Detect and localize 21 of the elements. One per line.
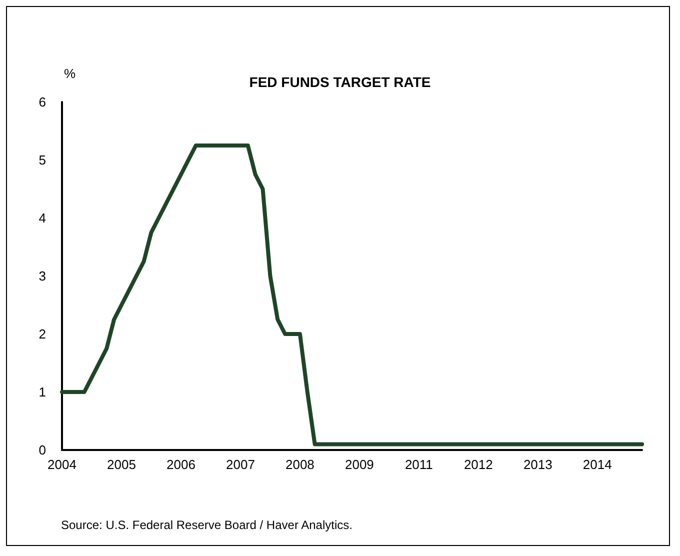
x-tick-label: 2007	[226, 457, 255, 472]
y-tick-label: 4	[38, 210, 46, 226]
x-tick-label: 2014	[582, 457, 612, 472]
x-tick-label: 2006	[166, 457, 196, 472]
x-tick-label: 2004	[48, 457, 76, 472]
y-tick-label: 1	[38, 384, 46, 400]
chart-title: FED FUNDS TARGET RATE	[249, 74, 431, 90]
y-tick-label: 3	[38, 268, 46, 284]
x-tick-label: 2005	[107, 457, 136, 472]
line-series	[60, 144, 644, 446]
x-tick-label: 2008	[285, 457, 314, 472]
y-tick-label: 0	[38, 442, 46, 458]
y-tick-label: 5	[38, 152, 46, 168]
x-tick-label: 2011	[404, 457, 433, 472]
y-axis-title: %	[64, 66, 76, 81]
y-tick-label: 2	[38, 326, 46, 342]
x-tick-label: 2009	[344, 457, 374, 472]
x-tick-label: 2012	[464, 457, 493, 472]
source-note: Source: U.S. Federal Reserve Board / Haver Analytics.	[61, 518, 352, 532]
x-tick-label: 2013	[523, 457, 552, 472]
y-tick-label: 6	[38, 94, 46, 110]
